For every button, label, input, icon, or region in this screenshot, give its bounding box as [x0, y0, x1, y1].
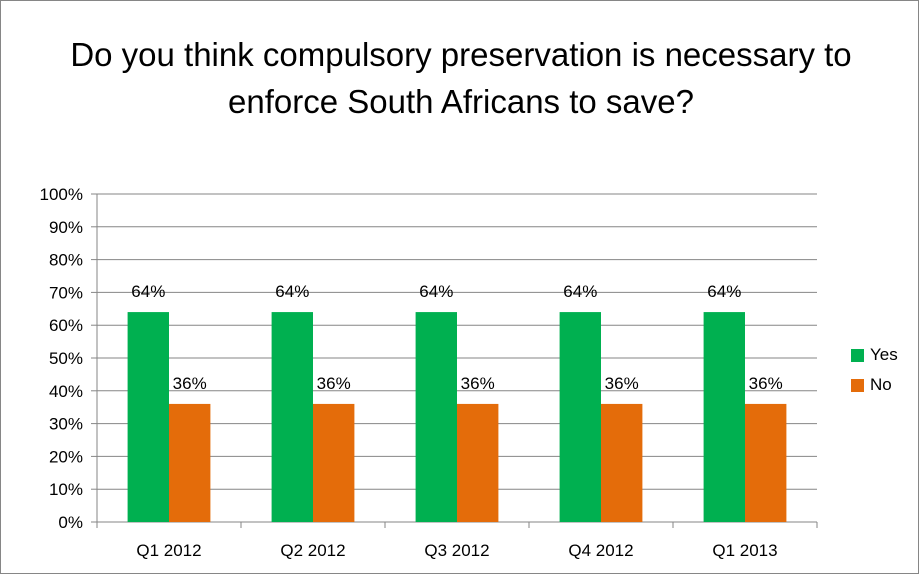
legend-label-no: No: [870, 375, 892, 395]
bar-no: [745, 404, 786, 522]
bar-no: [169, 404, 210, 522]
x-tick-label: Q1 2013: [712, 541, 777, 560]
y-tick-label: 60%: [49, 316, 83, 335]
data-label-yes: 64%: [563, 282, 597, 301]
data-label-yes: 64%: [131, 282, 165, 301]
legend: Yes No: [851, 344, 898, 404]
x-tick-label: Q3 2012: [424, 541, 489, 560]
y-tick-label: 20%: [49, 447, 83, 466]
bar-yes: [272, 312, 313, 522]
y-tick-label: 40%: [49, 382, 83, 401]
data-label-no: 36%: [173, 374, 207, 393]
x-tick-label: Q2 2012: [280, 541, 345, 560]
data-label-no: 36%: [461, 374, 495, 393]
x-tick-label: Q4 2012: [568, 541, 633, 560]
y-tick-label: 80%: [49, 251, 83, 270]
data-label-no: 36%: [605, 374, 639, 393]
legend-swatch-no: [851, 379, 864, 392]
legend-label-yes: Yes: [870, 345, 898, 365]
bar-yes: [416, 312, 457, 522]
bar-yes: [560, 312, 601, 522]
bar-yes: [704, 312, 745, 522]
bar-no: [601, 404, 642, 522]
data-label-no: 36%: [317, 374, 351, 393]
legend-item-yes: Yes: [851, 344, 898, 366]
data-label-yes: 64%: [419, 282, 453, 301]
bar-no: [313, 404, 354, 522]
bar-yes: [128, 312, 169, 522]
legend-swatch-yes: [851, 349, 864, 362]
bar-no: [457, 404, 498, 522]
data-label-yes: 64%: [707, 282, 741, 301]
x-tick-label: Q1 2012: [136, 541, 201, 560]
y-tick-label: 50%: [49, 349, 83, 368]
data-label-no: 36%: [749, 374, 783, 393]
legend-item-no: No: [851, 374, 898, 396]
bars: [128, 312, 787, 522]
data-label-yes: 64%: [275, 282, 309, 301]
y-tick-label: 90%: [49, 218, 83, 237]
y-tick-label: 10%: [49, 480, 83, 499]
y-tick-label: 100%: [40, 185, 83, 204]
y-tick-label: 70%: [49, 283, 83, 302]
y-tick-label: 30%: [49, 415, 83, 434]
y-tick-label: 0%: [58, 513, 83, 532]
